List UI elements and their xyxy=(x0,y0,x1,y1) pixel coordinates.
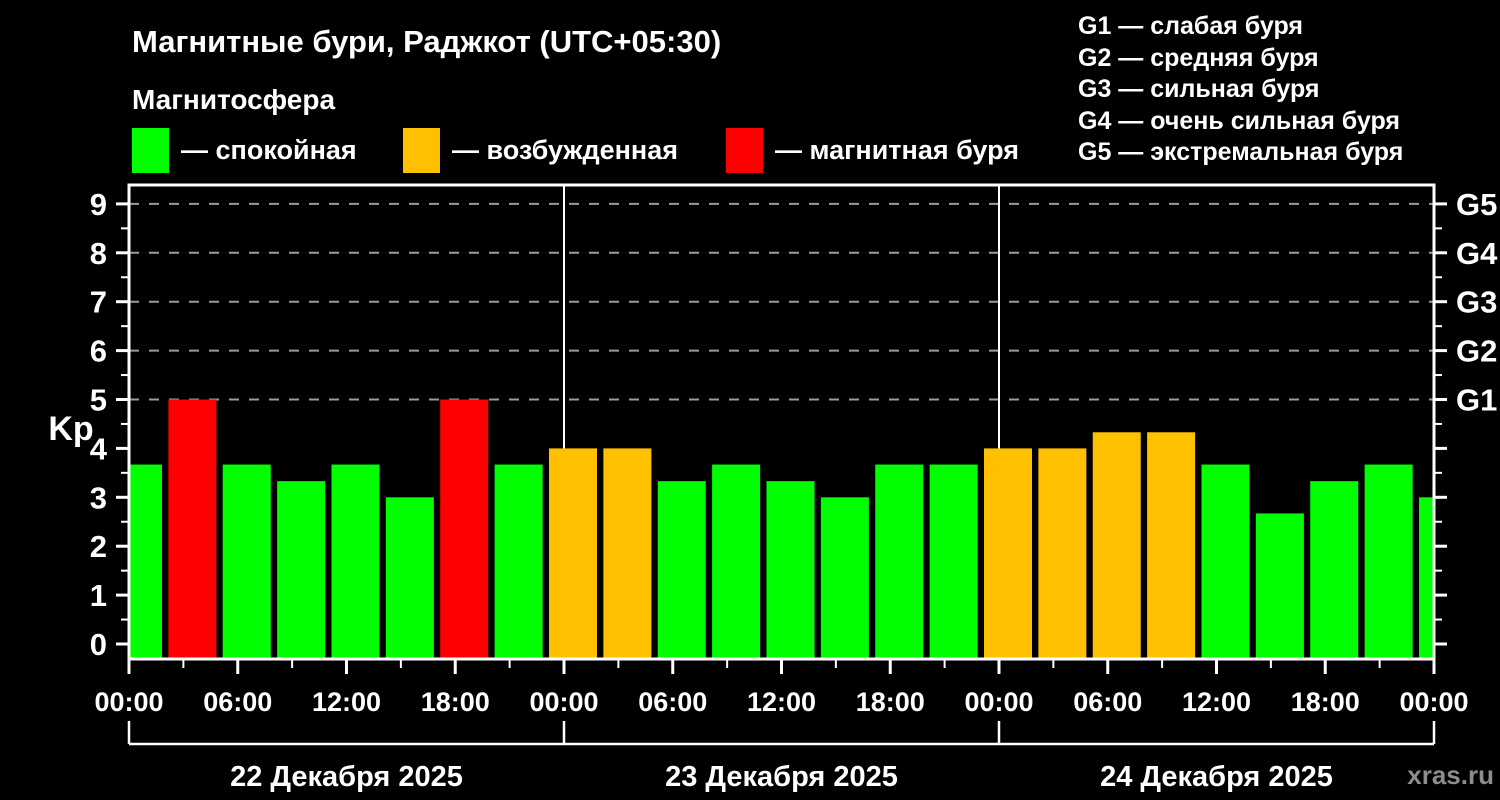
x-tick-label: 00:00 xyxy=(529,687,598,717)
x-tick-label: 00:00 xyxy=(1399,687,1468,717)
x-tick-label: 18:00 xyxy=(1291,687,1360,717)
y-tick-label: 2 xyxy=(90,529,107,564)
kp-bar xyxy=(1201,464,1250,658)
x-tick-label: 06:00 xyxy=(203,687,272,717)
g2-legend-line: G2 — средняя буря xyxy=(1078,43,1319,72)
x-tick-label: 00:00 xyxy=(964,687,1033,717)
y-tick-label: 8 xyxy=(90,236,107,271)
g3-legend-line: G3 — сильная буря xyxy=(1078,75,1320,103)
kp-bar xyxy=(1038,448,1087,658)
x-tick-label: 12:00 xyxy=(1182,687,1251,717)
g-scale-tick-label: G3 xyxy=(1456,285,1497,320)
kp-bar xyxy=(385,497,434,658)
y-axis-label: Kp xyxy=(48,410,94,448)
g-scale-tick-label: G1 xyxy=(1456,383,1497,418)
x-tick-label: 18:00 xyxy=(421,687,490,717)
x-tick-label: 12:00 xyxy=(312,687,381,717)
legend-label-storm: — магнитная буря xyxy=(775,135,1019,165)
kp-bar xyxy=(603,448,652,658)
g5-legend-line: G5 — экстремальная буря xyxy=(1078,138,1404,166)
kp-bar xyxy=(1364,464,1413,658)
kp-bar xyxy=(130,464,162,658)
kp-bar xyxy=(875,464,924,658)
kp-bar xyxy=(1419,497,1433,658)
chart-subtitle: Магнитосфера xyxy=(132,84,336,115)
legend-item-active: — возбужденная xyxy=(403,128,678,173)
g-scale-tick-label: G2 xyxy=(1456,334,1497,369)
g1-legend-line: G1 — слабая буря xyxy=(1078,12,1304,40)
kp-bar xyxy=(440,399,489,658)
kp-bar xyxy=(331,464,380,658)
kp-bar xyxy=(1255,513,1304,658)
kp-bar xyxy=(657,481,706,658)
xras-watermark: xras.ru xyxy=(1407,760,1494,790)
x-tick-label: 12:00 xyxy=(747,687,816,717)
x-tick-label: 00:00 xyxy=(94,687,163,717)
x-tick-label: 18:00 xyxy=(856,687,925,717)
kp-bar xyxy=(277,481,326,658)
kp-bar xyxy=(1147,432,1196,658)
storm-color-swatch xyxy=(726,128,763,173)
legend-label-quiet: — спокойная xyxy=(181,135,357,165)
y-tick-label: 5 xyxy=(90,383,107,418)
kp-bar xyxy=(549,448,597,658)
g-scale-legend: G1 — слабая буря G2 — средняя буря G3 — … xyxy=(1078,11,1403,169)
g4-legend-line: G4 — очень сильная буря xyxy=(1078,106,1400,135)
x-tick-label: 06:00 xyxy=(638,687,707,717)
date-label: 24 Декабря 2025 xyxy=(1100,761,1333,793)
legend-item-storm: — магнитная буря xyxy=(726,128,1019,173)
kp-bar xyxy=(766,481,815,658)
y-tick-label: 3 xyxy=(90,480,107,515)
page-title: Магнитные бури, Раджкот (UTC+05:30) xyxy=(132,24,722,59)
kp-bar xyxy=(984,448,1032,658)
legend-item-quiet: — спокойная xyxy=(132,128,357,173)
kp-bar xyxy=(712,464,761,658)
active-color-swatch xyxy=(403,128,440,173)
quiet-color-swatch xyxy=(132,128,169,173)
g-scale-tick-label: G4 xyxy=(1456,236,1498,271)
plot-frame xyxy=(127,183,1436,661)
x-tick-label: 06:00 xyxy=(1073,687,1142,717)
kp-bar xyxy=(494,464,543,658)
y-tick-label: 7 xyxy=(90,285,107,320)
kp-bar xyxy=(1310,481,1359,658)
g-scale-tick-label: G5 xyxy=(1456,187,1497,222)
legend-label-active: — возбужденная xyxy=(452,135,678,165)
y-tick-label: 6 xyxy=(90,334,107,369)
kp-bar xyxy=(820,497,869,658)
y-tick-label: 4 xyxy=(90,431,108,466)
y-tick-label: 0 xyxy=(90,627,107,662)
date-label: 22 Декабря 2025 xyxy=(230,761,463,793)
kp-bar xyxy=(168,399,217,658)
kp-bar xyxy=(222,464,271,658)
kp-bar xyxy=(929,464,978,658)
y-tick-label: 9 xyxy=(90,187,107,222)
date-label: 23 Декабря 2025 xyxy=(665,761,898,793)
y-tick-label: 1 xyxy=(90,578,107,613)
kp-bar xyxy=(1092,432,1141,658)
